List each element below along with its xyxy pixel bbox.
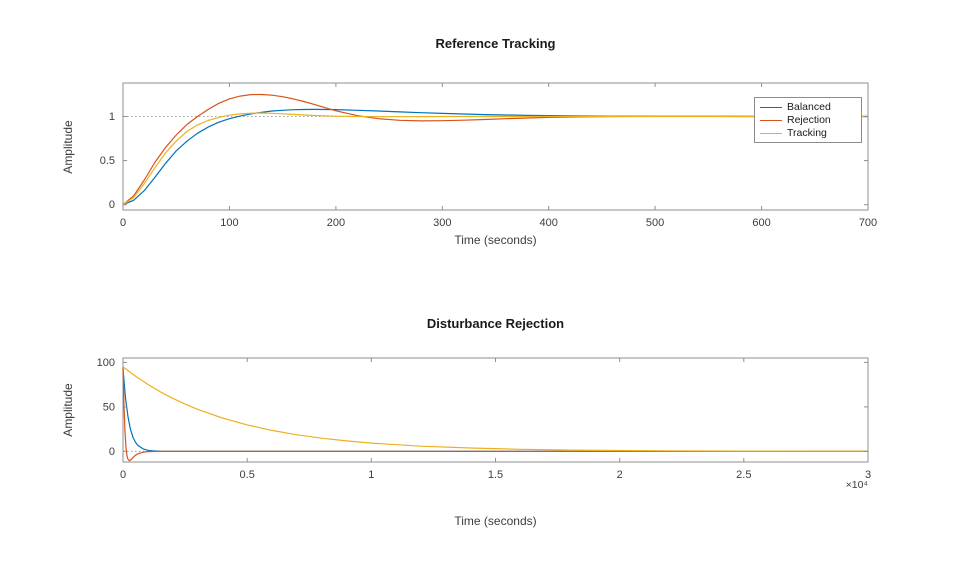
y-tick-label: 0	[109, 446, 115, 458]
y-tick-label: 50	[103, 401, 115, 413]
rejection-line-swatch	[760, 119, 782, 121]
balanced-line-swatch	[760, 106, 782, 108]
y-tick-label: 0.5	[100, 155, 115, 167]
top-x-axis-label: Time (seconds)	[454, 233, 537, 247]
x-tick-label: 1	[368, 469, 374, 481]
top-y-axis-label: Amplitude	[61, 120, 75, 174]
legend-item-tracking: Tracking	[760, 127, 856, 139]
legend-item-balanced: Balanced	[760, 101, 856, 113]
x-tick-label: 2.5	[736, 469, 751, 481]
axes-box	[122, 357, 869, 463]
axes-box	[122, 82, 869, 211]
chart-0: 0 100 200 300 400 500 600 700 0 0.5 1	[100, 82, 877, 229]
tracking-response-line	[122, 112, 868, 206]
reference-tracking-title: Reference Tracking	[435, 36, 556, 51]
x-tick-label: 300	[433, 217, 451, 229]
x-tick-label: 700	[859, 217, 877, 229]
bottom-y-axis-label: Amplitude	[61, 383, 75, 437]
legend-label-balanced: Balanced	[787, 101, 831, 113]
x-tick-label: 0	[120, 469, 126, 481]
x-tick-label: 3	[865, 469, 871, 481]
tracking-line-swatch	[760, 132, 782, 134]
y-tick-label: 0	[109, 199, 115, 211]
disturbance-rejection-title: Disturbance Rejection	[426, 316, 565, 331]
bottom-x-axis-label: Time (seconds)	[454, 514, 537, 528]
x-tick-label: 400	[540, 217, 558, 229]
x-tick-label: 500	[646, 217, 664, 229]
tracking-response-line	[122, 366, 868, 452]
legend-box: Balanced Rejection Tracking	[754, 97, 862, 143]
x-tick-label: 100	[220, 217, 238, 229]
chart-1: 0 0.5 1 1.5 2 2.5 3 0 50 100	[97, 357, 871, 481]
x-tick-label: 200	[327, 217, 345, 229]
legend-label-tracking: Tracking	[787, 127, 827, 139]
legend-item-rejection: Rejection	[760, 114, 856, 126]
x-tick-label: 0.5	[240, 469, 255, 481]
y-tick-label: 100	[97, 357, 115, 369]
y-tick-label: 1	[109, 111, 115, 123]
x-tick-label: 2	[617, 469, 623, 481]
legend-label-rejection: Rejection	[787, 114, 831, 126]
x-tick-label: 600	[752, 217, 770, 229]
rejection-response-line	[122, 366, 868, 462]
x-tick-label: 1.5	[488, 469, 503, 481]
x-axis-exponent-label: ×10⁴	[845, 479, 868, 491]
balanced-response-line	[122, 368, 868, 452]
x-tick-label: 0	[120, 217, 126, 229]
